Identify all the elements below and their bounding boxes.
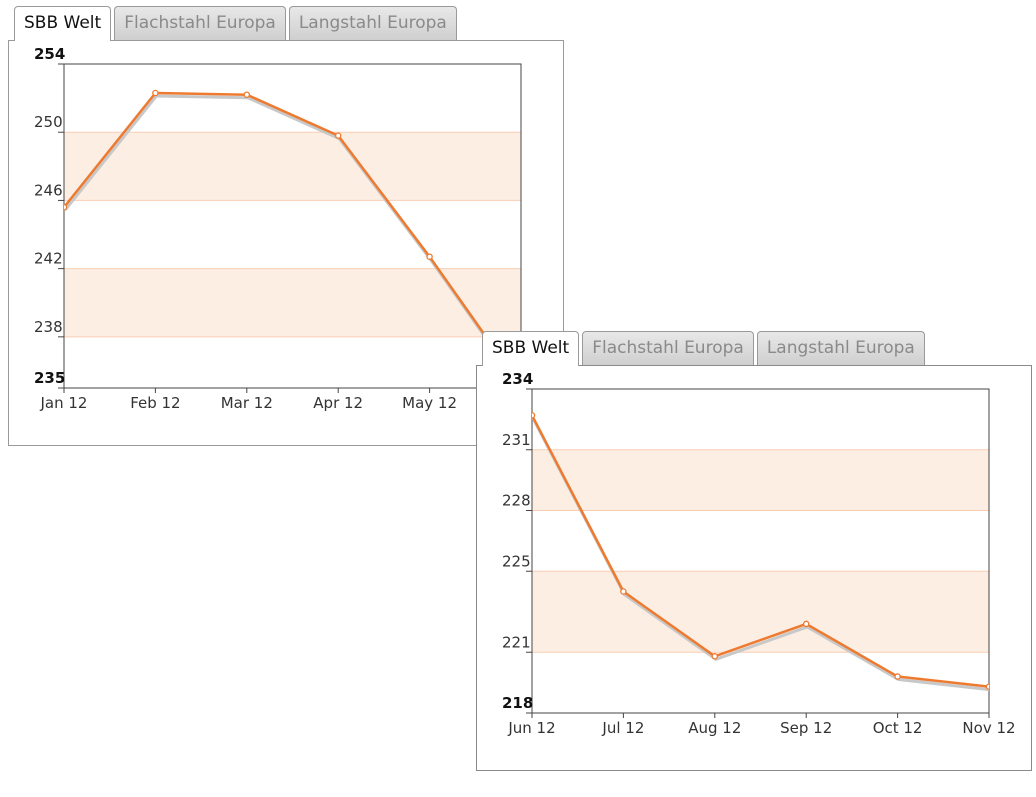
y-tick-label: 254 <box>34 45 65 63</box>
line-chart-1: 235 238 242 246 250 254 Jan 12 Feb 12 Mar 12 Apr … <box>34 45 522 412</box>
series-line <box>532 414 989 688</box>
plot-frame <box>531 388 990 714</box>
tab-langstahl-europa[interactable]: Langstahl Europa <box>288 6 457 40</box>
x-tick-label: Jun 12 <box>507 719 555 737</box>
tab-flachstahl-europa[interactable]: Flachstahl Europa <box>582 331 754 365</box>
series-line <box>64 91 521 388</box>
series-group <box>532 412 989 692</box>
data-point <box>532 412 536 419</box>
y-tick-label: 238 <box>34 318 63 336</box>
tab-bar: SBB Welt Flachstahl Europa Langstahl Eur… <box>482 331 925 366</box>
y-tick-label: 250 <box>34 113 63 131</box>
y-tick-label: 235 <box>34 369 65 387</box>
tab-sbb-welt[interactable]: SBB Welt <box>14 6 112 41</box>
chart-widget-1: SBB Welt Flachstahl Europa Langstahl Eur… <box>8 6 564 446</box>
data-point <box>426 253 433 260</box>
y-tick-label: 221 <box>502 633 531 651</box>
y-tick-label: 228 <box>502 492 531 510</box>
data-point <box>152 89 159 97</box>
plot-frame <box>63 63 522 389</box>
series-group <box>64 89 521 390</box>
x-tick-label: Mar 12 <box>221 394 273 412</box>
tab-bar: SBB Welt Flachstahl Europa Langstahl Eur… <box>14 6 457 41</box>
y-tick-label: 218 <box>502 694 533 712</box>
data-point <box>64 203 68 211</box>
x-tick-label: Jul 12 <box>601 719 644 737</box>
plot-band-1 <box>532 449 989 511</box>
plot-band-0 <box>64 268 521 337</box>
plot-band-0 <box>532 571 989 653</box>
data-point <box>711 653 719 660</box>
x-tick-label: Feb 12 <box>130 394 180 412</box>
plot-band-1 <box>64 132 521 201</box>
x-tick-label: Sep 12 <box>780 719 832 737</box>
line-chart-2: 218 221 225 228 231 234 Jun 12 Jul 12 Aug 12 Sep … <box>502 370 1016 737</box>
y-tick-label: 231 <box>502 431 531 449</box>
tab-flachstahl-europa[interactable]: Flachstahl Europa <box>114 6 286 40</box>
x-tick-label: Oct 12 <box>873 719 923 737</box>
x-tick-label: Apr 12 <box>313 394 363 412</box>
data-point <box>243 91 251 98</box>
data-point <box>620 588 627 595</box>
data-point <box>894 673 901 680</box>
tab-sbb-welt[interactable]: SBB Welt <box>482 331 580 366</box>
data-point <box>985 683 989 690</box>
y-tick-label: 246 <box>34 181 63 199</box>
x-tick-label: Jan 12 <box>40 394 88 412</box>
tab-langstahl-europa[interactable]: Langstahl Europa <box>756 331 925 365</box>
chart-panel: 218 221 225 228 231 234 Jun 12 Jul 12 Aug 12 Sep … <box>476 365 1032 771</box>
y-tick-label: 242 <box>34 250 63 268</box>
data-point <box>802 620 810 628</box>
y-tick-label: 225 <box>502 552 531 570</box>
chart-widget-2: SBB Welt Flachstahl Europa Langstahl Eur… <box>476 331 1032 771</box>
x-tick-label: Nov 12 <box>962 719 1015 737</box>
x-tick-label: Aug 12 <box>688 719 741 737</box>
data-point <box>334 132 342 139</box>
chart-panel: 235 238 242 246 250 254 Jan 12 Feb 12 Mar 12 Apr … <box>8 40 564 446</box>
y-tick-label: 234 <box>502 370 533 388</box>
x-tick-label: May 12 <box>402 394 457 412</box>
